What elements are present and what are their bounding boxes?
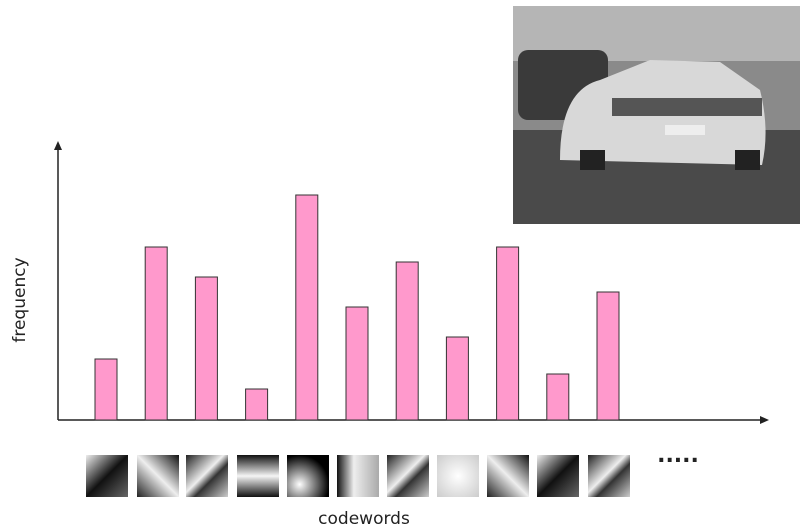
- bar: [446, 337, 468, 420]
- x-arrow: [760, 416, 769, 424]
- chart: frequency codewords .....: [0, 0, 803, 530]
- photo: [513, 6, 800, 224]
- continuation: .....: [657, 443, 699, 468]
- bar: [396, 262, 418, 420]
- bar: [497, 247, 519, 420]
- bar: [597, 292, 619, 420]
- bar: [195, 277, 217, 420]
- bar: [95, 359, 117, 420]
- codewords: [86, 455, 630, 497]
- page: frequency codewords ..... (() => { const…: [0, 0, 803, 530]
- bar: [547, 374, 569, 420]
- bar: [346, 307, 368, 420]
- bar: [246, 389, 268, 420]
- x-axis-label: codewords: [318, 509, 410, 529]
- bar: [145, 247, 167, 420]
- bar: [296, 195, 318, 420]
- y-axis-label: frequency: [10, 257, 30, 342]
- y-arrow: [54, 141, 62, 150]
